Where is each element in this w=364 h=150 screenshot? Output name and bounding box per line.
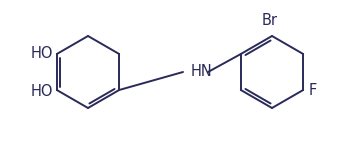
Text: HO: HO: [30, 45, 53, 60]
Text: HO: HO: [30, 84, 53, 99]
Text: F: F: [308, 82, 316, 98]
Text: HN: HN: [191, 63, 213, 78]
Text: Br: Br: [262, 13, 278, 28]
